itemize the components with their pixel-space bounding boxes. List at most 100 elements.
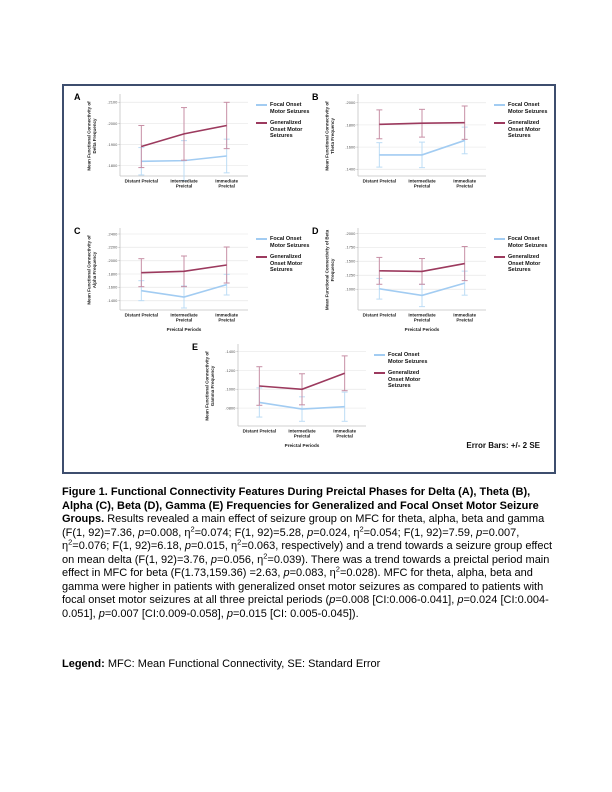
legend-label: Generalized Onset Motor Seizures <box>508 120 541 139</box>
chart-panel-C: C .2400 .2200 .2000 .1800 .1600 .1400 Distant P… <box>74 224 318 342</box>
legend-line-swatch <box>256 122 267 124</box>
legend-line-swatch <box>374 372 385 374</box>
svg-text:.1400: .1400 <box>225 349 236 354</box>
caption-segment: p <box>476 526 483 539</box>
svg-text:Alpha Frequency: Alpha Frequency <box>92 251 97 288</box>
chart-panel-A: A .2100 .2000 .1900 .1800 Distant Preictal Int… <box>74 90 318 194</box>
legend-label: Focal Onset Motor Seizures <box>508 236 548 249</box>
svg-text:Preictal: Preictal <box>294 434 311 439</box>
chart-panel-D: D .2000 .1750 .1500 .1250 .1000 Distant Preict… <box>312 224 556 342</box>
legend-item: Generalized Onset Motor Seizures <box>374 370 436 390</box>
svg-text:Distant Preictal: Distant Preictal <box>363 179 396 184</box>
chart-C-legend: Focal Onset Motor Seizures Generalized On… <box>256 236 318 274</box>
caption-segment: p <box>226 607 233 620</box>
caption-segment: p <box>329 594 336 606</box>
caption-segment: =0.074; F(1, 92)=5.28, <box>194 526 308 539</box>
legend-line-swatch <box>494 122 505 124</box>
legend-item: Generalized Onset Motor Seizures <box>256 254 318 274</box>
caption-segment: =0.083, η <box>289 567 336 579</box>
svg-text:Preictal Periods: Preictal Periods <box>285 443 320 448</box>
svg-text:Preictal: Preictal <box>414 184 431 189</box>
svg-text:Mean Functional Connectivity o: Mean Functional Connectivity of <box>325 101 330 171</box>
svg-text:.1600: .1600 <box>107 285 118 290</box>
error-bars-note: Error Bars: +/- 2 SE <box>466 441 540 450</box>
chart-D-plot: .2000 .1750 .1500 .1250 .1000 Distant Preicta… <box>325 228 486 332</box>
svg-text:Mean Functional Connectivity o: Mean Functional Connectivity of <box>87 235 92 305</box>
legend-item: Focal Onset Motor Seizures <box>256 102 318 115</box>
svg-text:Mean Functional Connectivity o: Mean Functional Connectivity of <box>87 101 92 171</box>
svg-text:Preictal Periods: Preictal Periods <box>405 327 440 332</box>
svg-text:Preictal: Preictal <box>176 318 193 323</box>
svg-text:.2000: .2000 <box>107 258 118 263</box>
svg-text:.1000: .1000 <box>225 387 236 392</box>
legend-label: Generalized Onset Motor Seizures <box>388 370 421 389</box>
legend-label: Generalized Onset Motor Seizures <box>270 120 303 139</box>
caption-segment: =0.015 [CI: 0.005-0.045]). <box>232 607 359 620</box>
svg-text:Preictal: Preictal <box>218 184 235 189</box>
svg-text:Mean Functional Connectivity o: Mean Functional Connectivity of Beta <box>325 229 330 310</box>
svg-text:Distant Preictal: Distant Preictal <box>363 313 396 318</box>
svg-text:.1600: .1600 <box>345 145 356 150</box>
caption-segment: p <box>98 607 105 620</box>
caption-segment: p <box>283 567 290 579</box>
svg-text:.2200: .2200 <box>107 245 118 250</box>
caption-segment: =0.008 [CI:0.006-0.041], <box>335 594 458 606</box>
svg-text:Preictal: Preictal <box>176 184 193 189</box>
svg-text:.2000: .2000 <box>345 231 356 236</box>
caption-segment: =0.007, η <box>62 526 520 553</box>
caption-segment: =0.024 [CI:0.004-0.051], <box>62 594 549 620</box>
caption-segment: =0.056, η <box>217 553 264 566</box>
chart-B-plot: .2000 .1800 .1600 .1400 Distant Preictal Inte… <box>325 94 486 189</box>
svg-text:.1400: .1400 <box>107 298 118 303</box>
svg-text:.1800: .1800 <box>107 271 118 276</box>
caption-segment: =0.039). There was a trend towards a pre… <box>62 553 550 580</box>
svg-text:.2000: .2000 <box>345 100 356 105</box>
figure-caption: Figure 1. Functional Connectivity Featur… <box>62 486 554 621</box>
svg-text:Preictal: Preictal <box>456 184 473 189</box>
legend-item: Focal Onset Motor Seizures <box>374 352 436 365</box>
legend-line-swatch <box>494 104 505 106</box>
svg-text:Preictal: Preictal <box>414 318 431 323</box>
chart-C-plot: .2400 .2200 .2000 .1800 .1600 .1400 Distant Pr… <box>87 228 248 332</box>
caption-segment: =0.024, η <box>313 526 360 539</box>
svg-text:Frequency: Frequency <box>330 258 335 281</box>
svg-text:Immediate: Immediate <box>215 313 238 318</box>
chart-B-legend: Focal Onset Motor Seizures Generalized On… <box>494 102 556 140</box>
caption-segment: Legend: <box>62 658 105 670</box>
svg-text:Distant Preictal: Distant Preictal <box>125 179 158 184</box>
caption-segment: 2 <box>263 550 268 560</box>
svg-text:.1900: .1900 <box>107 142 118 147</box>
svg-text:.0800: .0800 <box>225 406 236 411</box>
legend-label: Focal Onset Motor Seizures <box>388 352 428 365</box>
caption-segment: =0.054; F(1, 92)=7.59, <box>363 526 477 539</box>
svg-text:Intermediate: Intermediate <box>408 179 436 184</box>
legend-item: Generalized Onset Motor Seizures <box>494 254 556 274</box>
figure-legend-note: Legend: MFC: Mean Functional Connectivit… <box>62 658 554 672</box>
caption-segment: p <box>210 553 218 566</box>
svg-text:Mean Functional Connectivity o: Mean Functional Connectivity of <box>205 351 210 421</box>
svg-text:.1800: .1800 <box>107 163 118 168</box>
legend-label: Generalized Onset Motor Seizures <box>508 254 541 273</box>
chart-D-legend: Focal Onset Motor Seizures Generalized On… <box>494 236 556 274</box>
svg-text:Immediate: Immediate <box>333 429 356 434</box>
chart-panel-E: E .1400 .1200 .1000 .0800 Distant Preictal Int… <box>192 340 436 458</box>
caption-segment: 2 <box>190 523 195 533</box>
svg-text:Theta Frequency: Theta Frequency <box>330 118 335 155</box>
svg-text:.1750: .1750 <box>345 245 356 250</box>
caption-segment: p <box>307 526 314 539</box>
svg-text:Preictal: Preictal <box>456 318 473 323</box>
svg-text:.2000: .2000 <box>107 121 118 126</box>
legend-line-swatch <box>256 104 267 106</box>
svg-text:.1000: .1000 <box>345 287 356 292</box>
chart-A-legend: Focal Onset Motor Seizures Generalized On… <box>256 102 318 140</box>
svg-text:Gamma Frequency: Gamma Frequency <box>210 365 215 406</box>
panel-label-C: C <box>74 226 81 236</box>
caption-segment: 2 <box>68 537 73 547</box>
legend-item: Generalized Onset Motor Seizures <box>256 120 318 140</box>
figure-box: A .2100 .2000 .1900 .1800 Distant Preictal Int… <box>62 84 556 474</box>
legend-item: Focal Onset Motor Seizures <box>256 236 318 249</box>
legend-line-swatch <box>256 256 267 258</box>
caption-segment: 2 <box>359 523 364 533</box>
legend-item: Focal Onset Motor Seizures <box>494 236 556 249</box>
